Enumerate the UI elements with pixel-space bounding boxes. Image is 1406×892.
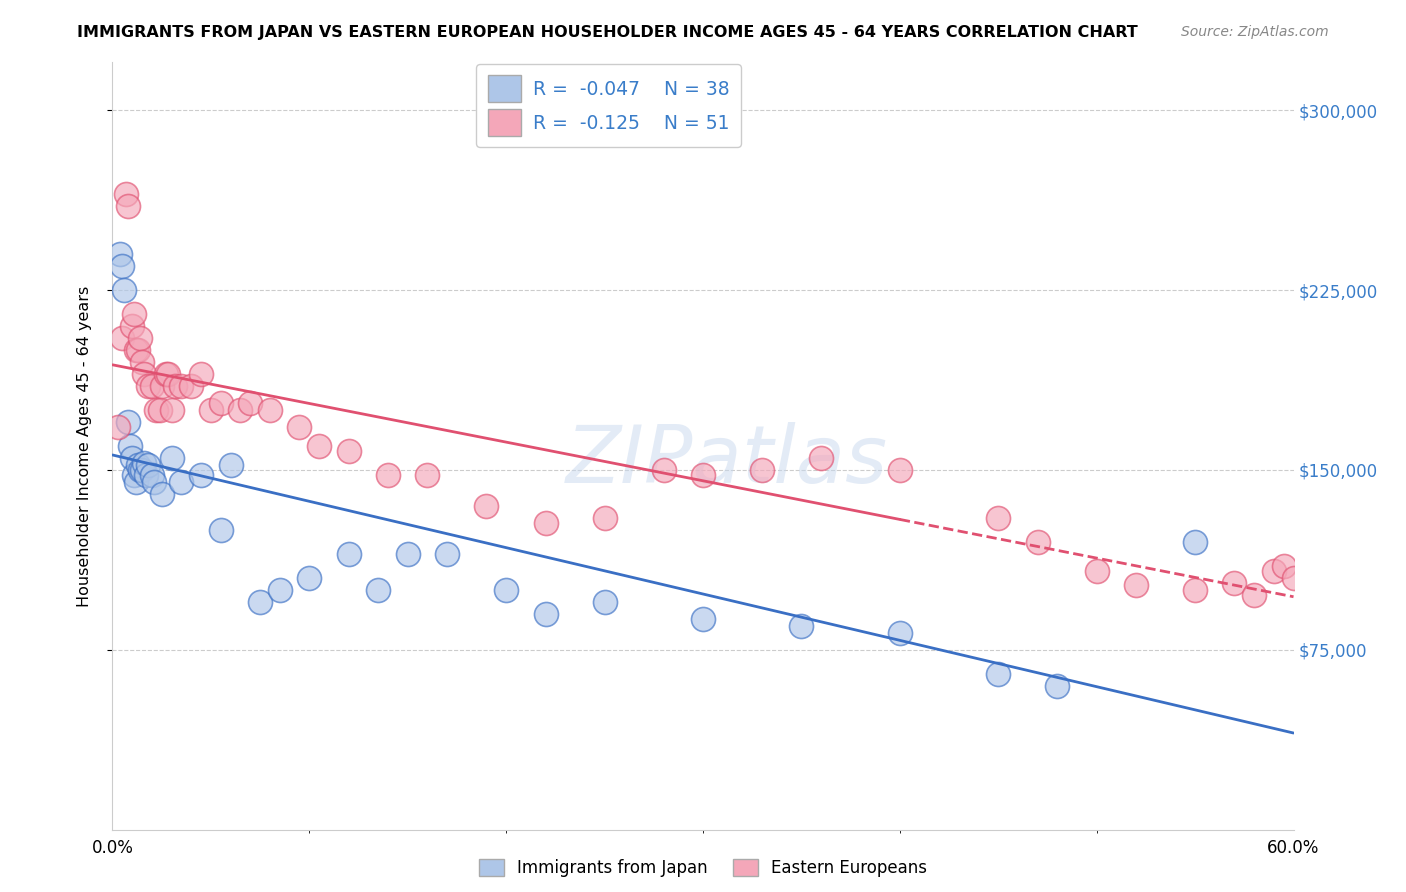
Point <box>125 343 148 357</box>
Point <box>170 379 193 393</box>
Point <box>259 403 281 417</box>
Point <box>889 463 911 477</box>
Point <box>115 187 138 202</box>
Point <box>790 619 813 633</box>
Point <box>1046 679 1069 693</box>
Point <box>377 467 399 482</box>
Point <box>987 511 1010 525</box>
Point <box>436 547 458 561</box>
Point <box>200 403 222 417</box>
Point <box>495 582 517 597</box>
Point <box>416 467 439 482</box>
Point <box>692 612 714 626</box>
Point <box>1272 558 1295 573</box>
Point <box>112 283 135 297</box>
Point <box>534 607 557 621</box>
Point <box>987 666 1010 681</box>
Point <box>1282 571 1305 585</box>
Point <box>396 547 419 561</box>
Point <box>593 595 616 609</box>
Point <box>142 475 165 489</box>
Legend: Immigrants from Japan, Eastern Europeans: Immigrants from Japan, Eastern Europeans <box>472 852 934 884</box>
Point <box>122 307 145 321</box>
Point <box>125 475 148 489</box>
Point <box>209 523 232 537</box>
Point <box>107 419 129 434</box>
Point <box>209 396 232 410</box>
Point <box>111 259 134 273</box>
Point <box>534 516 557 530</box>
Point <box>475 499 498 513</box>
Point <box>160 403 183 417</box>
Point <box>136 458 159 473</box>
Point <box>150 379 173 393</box>
Text: ZIPatlas: ZIPatlas <box>565 422 887 500</box>
Point <box>150 487 173 501</box>
Point <box>1263 564 1285 578</box>
Point <box>156 367 179 381</box>
Point <box>155 367 177 381</box>
Point <box>131 355 153 369</box>
Point <box>889 626 911 640</box>
Point <box>1243 588 1265 602</box>
Point <box>239 396 262 410</box>
Point <box>141 379 163 393</box>
Legend: R =  -0.047    N = 38, R =  -0.125    N = 51: R = -0.047 N = 38, R = -0.125 N = 51 <box>477 64 741 147</box>
Point <box>165 379 187 393</box>
Point <box>337 443 360 458</box>
Point <box>117 415 139 429</box>
Point <box>810 450 832 465</box>
Point <box>170 475 193 489</box>
Point <box>180 379 202 393</box>
Point <box>1085 564 1108 578</box>
Point <box>149 403 172 417</box>
Point <box>129 463 152 477</box>
Point <box>135 467 157 482</box>
Point <box>136 379 159 393</box>
Point <box>122 467 145 482</box>
Text: Source: ZipAtlas.com: Source: ZipAtlas.com <box>1181 25 1329 39</box>
Point <box>121 450 143 465</box>
Point <box>117 199 139 213</box>
Point <box>337 547 360 561</box>
Point <box>219 458 242 473</box>
Text: IMMIGRANTS FROM JAPAN VS EASTERN EUROPEAN HOUSEHOLDER INCOME AGES 45 - 64 YEARS : IMMIGRANTS FROM JAPAN VS EASTERN EUROPEA… <box>77 25 1137 40</box>
Point <box>131 463 153 477</box>
Point <box>190 367 212 381</box>
Point <box>132 456 155 470</box>
Point <box>298 571 321 585</box>
Point <box>1184 582 1206 597</box>
Point <box>132 367 155 381</box>
Point <box>1223 575 1246 590</box>
Point <box>652 463 675 477</box>
Point <box>1125 578 1147 592</box>
Point <box>120 439 142 453</box>
Point <box>160 450 183 465</box>
Point <box>127 458 149 473</box>
Point <box>145 403 167 417</box>
Point <box>269 582 291 597</box>
Point <box>141 467 163 482</box>
Point <box>1184 534 1206 549</box>
Point <box>593 511 616 525</box>
Point <box>111 331 134 345</box>
Point <box>308 439 330 453</box>
Point <box>249 595 271 609</box>
Point <box>288 419 311 434</box>
Point <box>367 582 389 597</box>
Point <box>1026 534 1049 549</box>
Point <box>229 403 252 417</box>
Point <box>127 343 149 357</box>
Y-axis label: Householder Income Ages 45 - 64 years: Householder Income Ages 45 - 64 years <box>77 285 91 607</box>
Point <box>190 467 212 482</box>
Point <box>129 331 152 345</box>
Point <box>751 463 773 477</box>
Point <box>692 467 714 482</box>
Point <box>110 247 132 261</box>
Point <box>121 319 143 334</box>
